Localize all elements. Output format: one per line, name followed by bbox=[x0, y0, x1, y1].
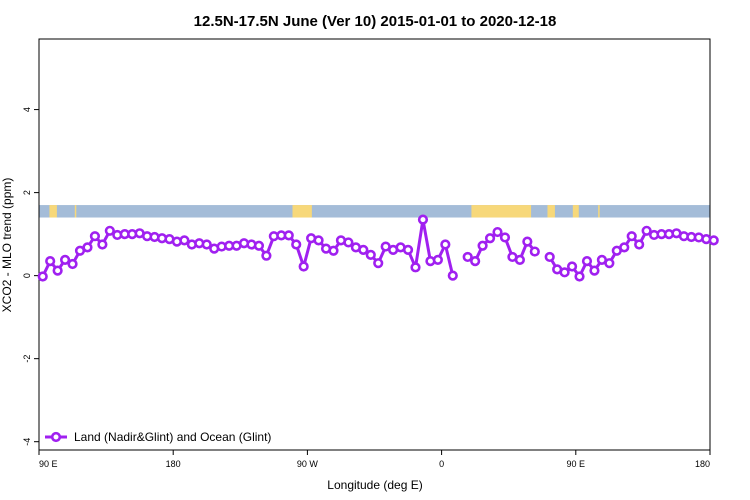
land-segment-6 bbox=[598, 205, 600, 218]
data-point bbox=[89, 231, 101, 242]
data-point bbox=[529, 246, 540, 257]
land-segment-0 bbox=[49, 205, 57, 218]
data-point bbox=[626, 231, 637, 242]
data-point bbox=[432, 254, 443, 265]
data-point bbox=[97, 239, 108, 250]
x-axis-label: Longitude (deg E) bbox=[327, 478, 422, 492]
x-tick-label-5: 180 bbox=[695, 459, 710, 469]
data-point bbox=[358, 244, 369, 255]
data-point bbox=[291, 239, 302, 250]
data-point bbox=[574, 271, 585, 282]
data-point bbox=[283, 230, 294, 241]
data-point bbox=[104, 225, 115, 236]
plot-frame bbox=[38, 38, 711, 451]
data-point bbox=[708, 235, 719, 246]
land-segment-4 bbox=[547, 205, 555, 218]
y-tick-label-2: 0 bbox=[22, 273, 32, 278]
legend: Land (Nadir&Glint) and Ocean (Glint) bbox=[45, 430, 271, 444]
ocean-band bbox=[39, 205, 710, 218]
data-point bbox=[589, 265, 600, 276]
data-point bbox=[604, 258, 615, 269]
data-point bbox=[514, 254, 525, 265]
land-segment-1 bbox=[74, 205, 77, 218]
land-segment-2 bbox=[292, 205, 312, 218]
y-axis: -4 -2 0 2 4 bbox=[22, 107, 39, 446]
data-point bbox=[45, 256, 56, 267]
data-point bbox=[59, 254, 71, 265]
y-tick-label-4: 4 bbox=[22, 107, 32, 112]
data-point bbox=[410, 262, 421, 273]
x-tick-label-2: 90 W bbox=[297, 459, 319, 469]
data-point bbox=[522, 236, 533, 247]
data-point bbox=[417, 214, 429, 225]
data-point bbox=[253, 240, 265, 251]
data-point bbox=[343, 237, 354, 248]
land-ocean-strip bbox=[39, 205, 710, 218]
land-segment-5 bbox=[572, 205, 579, 218]
y-axis-label: XCO2 - MLO trend (ppm) bbox=[0, 178, 14, 313]
x-tick-label-1: 180 bbox=[166, 459, 181, 469]
x-tick-label-3: 0 bbox=[439, 459, 444, 469]
series-layer bbox=[37, 214, 719, 282]
data-point bbox=[261, 250, 272, 261]
data-point bbox=[402, 244, 414, 255]
legend-marker bbox=[50, 431, 62, 443]
data-point bbox=[201, 239, 212, 250]
data-point bbox=[37, 271, 48, 282]
legend-label: Land (Nadir&Glint) and Ocean (Glint) bbox=[74, 430, 271, 444]
y-tick-label-1: -2 bbox=[22, 355, 32, 363]
data-point bbox=[179, 235, 190, 246]
data-point bbox=[447, 270, 458, 281]
data-point bbox=[298, 261, 309, 272]
data-point bbox=[559, 267, 570, 278]
y-tick-label-3: 2 bbox=[22, 190, 32, 195]
x-tick-label-0: 90 E bbox=[39, 459, 58, 469]
data-point bbox=[641, 225, 652, 236]
data-point bbox=[581, 256, 593, 267]
y-tick-label-0: -4 bbox=[22, 438, 32, 446]
data-point bbox=[462, 251, 473, 263]
data-point bbox=[619, 242, 630, 253]
data-point bbox=[492, 226, 503, 238]
x-axis: 90 E 180 90 W 0 90 E 180 bbox=[38, 450, 711, 469]
data-point bbox=[328, 245, 339, 256]
data-point bbox=[484, 233, 496, 244]
data-point bbox=[566, 261, 578, 272]
data-point bbox=[634, 239, 645, 250]
data-point bbox=[373, 258, 384, 269]
data-point bbox=[544, 251, 555, 263]
x-tick-label-4: 90 E bbox=[567, 459, 586, 469]
land-segment-3 bbox=[471, 205, 532, 218]
data-point bbox=[82, 242, 93, 253]
data-point bbox=[477, 240, 488, 251]
data-point bbox=[67, 258, 78, 270]
data-point bbox=[52, 265, 63, 276]
data-point bbox=[365, 249, 376, 260]
data-point bbox=[440, 239, 451, 250]
data-point bbox=[470, 256, 481, 267]
data-point bbox=[499, 232, 511, 243]
data-point bbox=[313, 235, 324, 246]
chart-title: 12.5N-17.5N June (Ver 10) 2015-01-01 to … bbox=[194, 13, 557, 30]
